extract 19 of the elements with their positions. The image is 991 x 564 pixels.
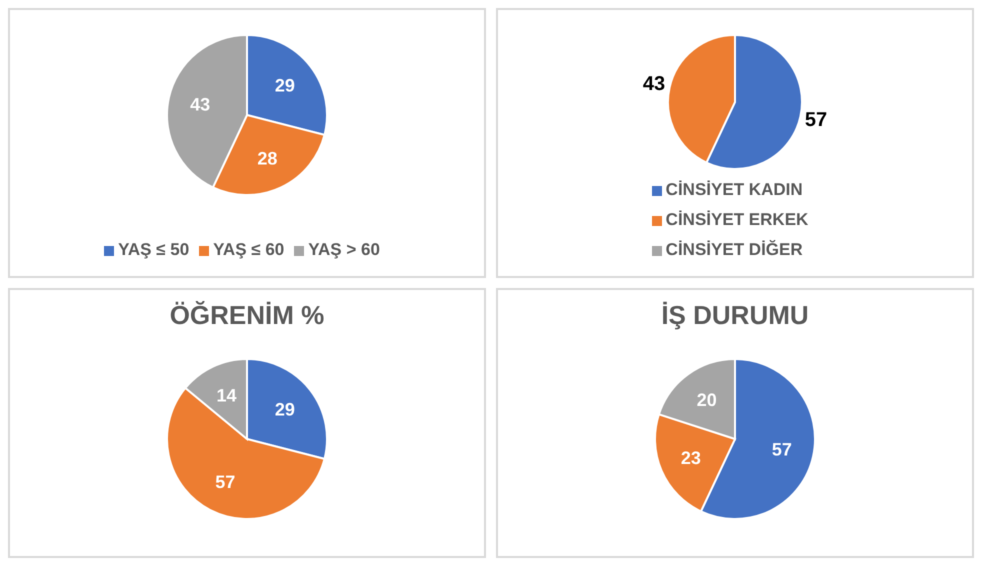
data-label: 28 <box>257 148 278 168</box>
legend-label: YAŞ ≤ 50 <box>118 240 190 259</box>
legend-label: CİNSİYET ERKEK <box>666 210 808 229</box>
chart-title: ÖĞRENİM % <box>168 300 326 331</box>
legend-label: CİNSİYET DİĞER <box>666 240 803 259</box>
chart-title: İŞ DURUMU <box>660 300 810 331</box>
data-label: 57 <box>215 472 236 492</box>
data-label: 57 <box>804 109 828 132</box>
data-label: 23 <box>680 448 701 468</box>
data-label: 14 <box>216 386 237 406</box>
data-label: 43 <box>642 72 666 95</box>
data-label: 57 <box>772 439 792 460</box>
legend-label: CİNSİYET KADIN <box>666 180 803 199</box>
data-label: 29 <box>274 76 295 96</box>
data-label: 29 <box>274 400 295 420</box>
legend-label: YAŞ ≤ 60 <box>213 240 284 259</box>
data-label: 20 <box>696 390 717 410</box>
legend-label: YAŞ > 60 <box>308 240 380 259</box>
data-label: 43 <box>190 94 210 115</box>
